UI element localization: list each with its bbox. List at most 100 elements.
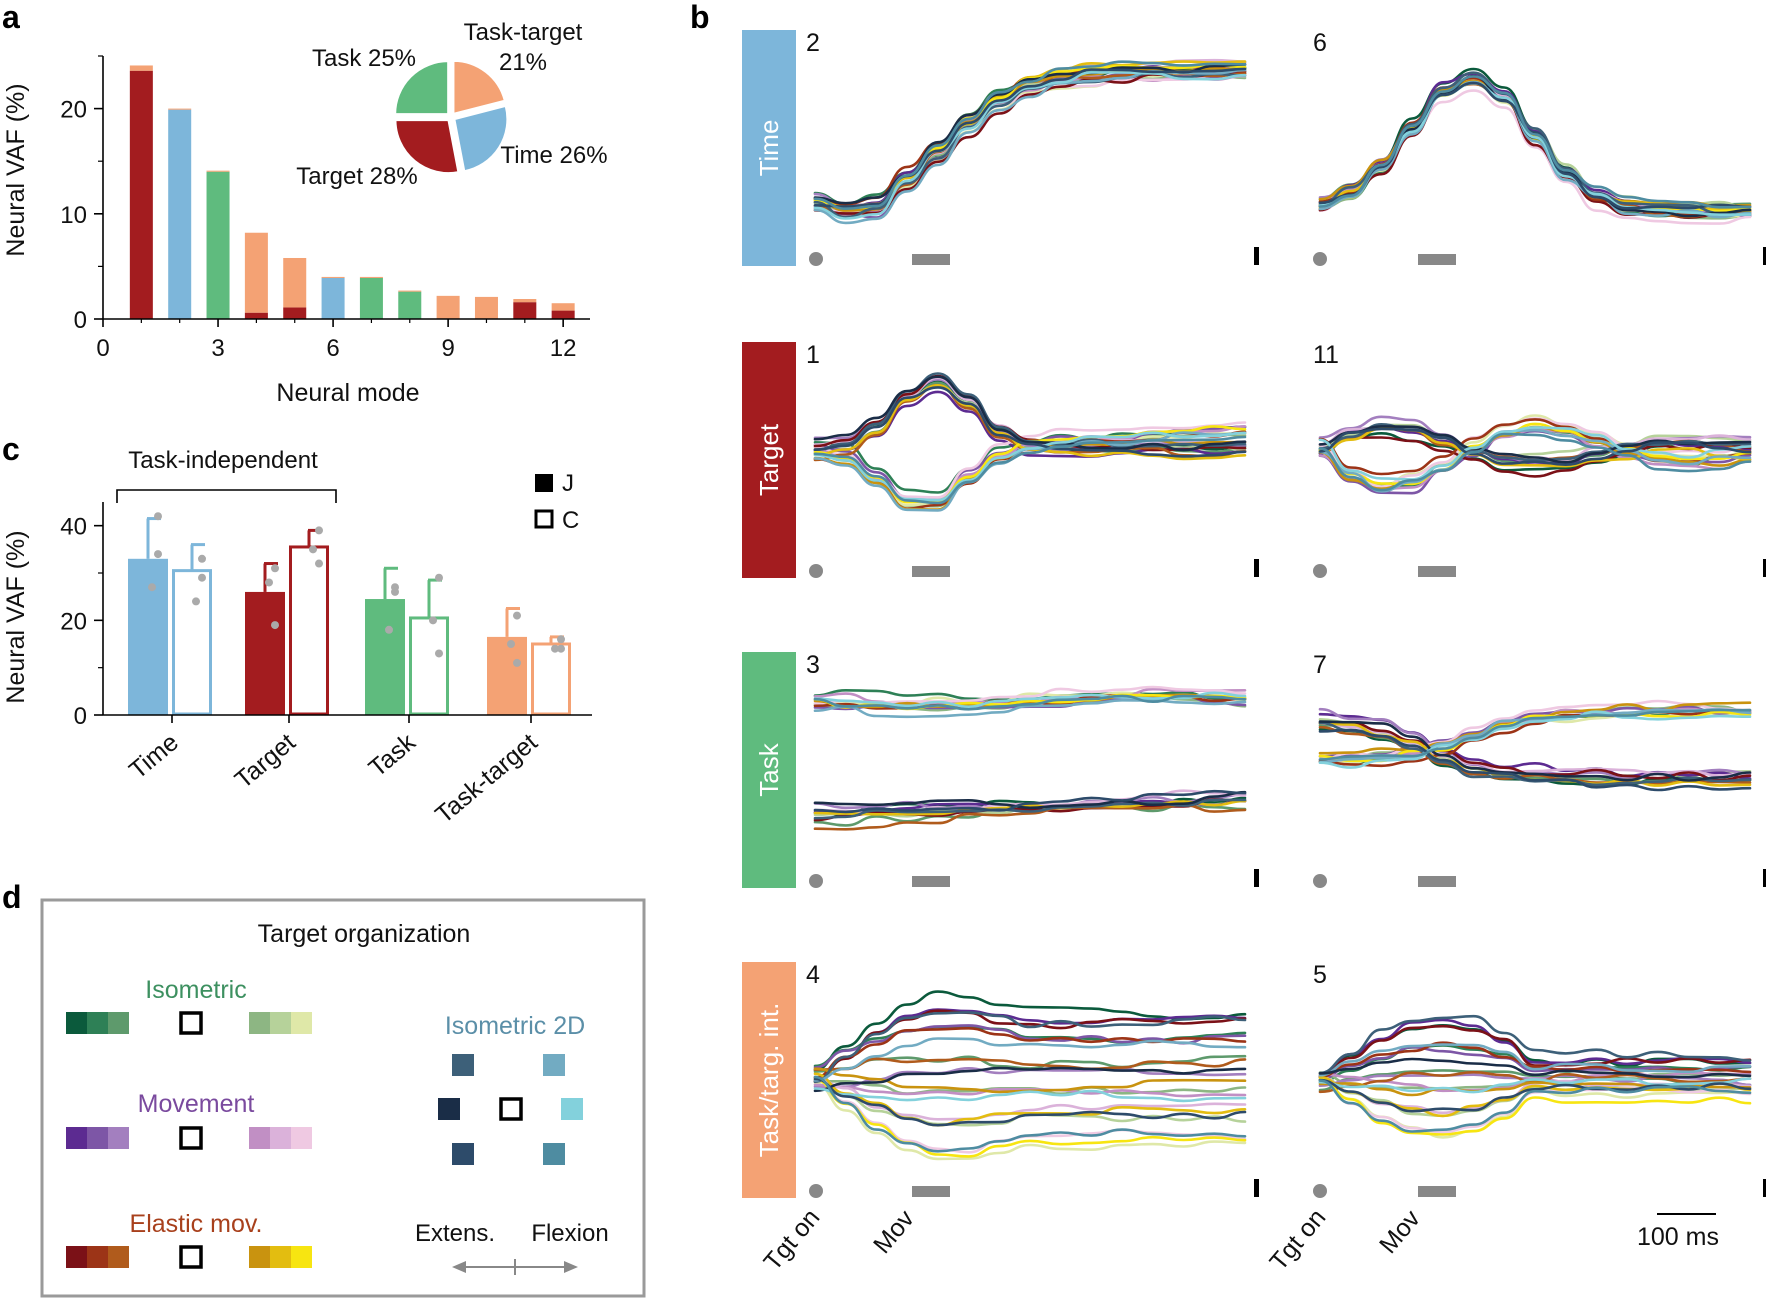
trajectory-line	[1318, 71, 1752, 216]
trajectory-line	[813, 375, 1247, 452]
data-dot	[315, 526, 323, 535]
target-square-right	[270, 1127, 291, 1149]
bar-mode-11-task-target	[513, 299, 537, 303]
bar-mode-9-task-target	[436, 295, 460, 319]
amplitude-scalebar	[1254, 1179, 1259, 1197]
row-label-text: Time	[754, 120, 784, 177]
movement-onset-marker	[1418, 1186, 1456, 1197]
target-onset-marker	[1313, 1184, 1327, 1198]
trajectory-line	[813, 431, 1247, 502]
elastic-movement-label: Elastic mov.	[130, 1210, 263, 1238]
trajectory-line	[1318, 79, 1752, 219]
target-square-left	[87, 1012, 108, 1034]
data-dot	[551, 644, 559, 653]
mode-number: 1	[806, 341, 820, 369]
c-y-tick-label: 20	[60, 608, 87, 635]
trajectory-line	[813, 1072, 1247, 1127]
bar-mode-4-task-target	[244, 232, 268, 313]
panel-a: a 0 3 6 9 12 0 10 20 Neural mode Neural VAF (%)…	[2, 0, 608, 407]
target-square-left	[87, 1127, 108, 1149]
iso2d-square	[543, 1054, 565, 1076]
iso2d-square	[452, 1143, 474, 1165]
trajectory-line	[813, 1011, 1247, 1083]
bar-task-target-c	[531, 642, 571, 716]
flexion-label: Flexion	[531, 1220, 608, 1247]
bar-mode-3-task	[206, 171, 230, 319]
target-square-right	[291, 1246, 312, 1268]
target-square-right	[291, 1012, 312, 1034]
amplitude-scalebar	[1763, 869, 1766, 887]
target-onset-marker	[1313, 564, 1327, 578]
pie-slice-2	[394, 119, 460, 175]
pie-label-time: Time 26%	[500, 142, 607, 169]
panel-b-time-axis: Tgt on Mov Tgt on Mov 100 ms	[758, 1204, 1719, 1276]
trajectory-line	[1318, 1041, 1752, 1078]
bar-mode-2-task-target	[168, 108, 192, 110]
c-y-tick-label: 40	[60, 514, 87, 541]
trajectory-line	[1318, 699, 1752, 762]
bar-mode-12-task-target	[551, 303, 575, 311]
trajectory-line	[813, 799, 1247, 816]
trajectory-line	[1318, 708, 1752, 761]
movement-onset-marker	[912, 566, 950, 577]
category-label-target: Target	[230, 728, 301, 794]
data-dot	[309, 545, 317, 554]
target-square-left	[108, 1127, 129, 1149]
trajectory-line	[813, 71, 1247, 220]
target-organization-title: Target organization	[258, 920, 471, 948]
amplitude-scalebar	[1254, 869, 1259, 887]
trajectory-line	[813, 694, 1247, 711]
extension-flexion-arrow	[452, 1259, 578, 1275]
target-onset-marker	[809, 564, 823, 578]
row-label-box	[742, 342, 796, 578]
mov-label-left: Mov	[868, 1204, 920, 1259]
bar-mode-1-target	[129, 70, 153, 319]
movement-onset-marker	[1418, 254, 1456, 265]
panel-d-label: d	[2, 879, 22, 915]
iso2d-square	[561, 1098, 583, 1120]
panel-b-label: b	[690, 0, 710, 35]
trajectory-line	[813, 435, 1247, 505]
target-square-left	[108, 1012, 129, 1034]
trajectory-line	[1318, 1077, 1752, 1094]
center-target	[179, 1245, 203, 1269]
bar-mode-6-time	[321, 277, 345, 319]
trajectory-line	[813, 789, 1247, 814]
time-scalebar-label: 100 ms	[1637, 1223, 1719, 1251]
target-square-left	[66, 1246, 87, 1268]
trajectory-line	[813, 1081, 1247, 1161]
panel-a-ylabel: Neural VAF (%)	[2, 83, 30, 256]
bar-mode-10-task-target	[474, 296, 498, 319]
bar-mode-12-target	[551, 310, 575, 319]
trajectory-line	[1318, 427, 1752, 467]
legend-j-label: J	[562, 470, 574, 497]
trajectory-line	[1318, 708, 1752, 768]
trajectory-line	[813, 1026, 1247, 1079]
iso2d-square	[543, 1143, 565, 1165]
bar-time-c	[172, 569, 212, 716]
c-y-tick-label: 0	[74, 703, 87, 730]
amplitude-scalebar	[1763, 247, 1766, 265]
row-label-box	[742, 652, 796, 888]
isometric-label: Isometric	[145, 976, 246, 1004]
bar-mode-1-task-target	[129, 65, 153, 71]
bar-mode-6-task-target	[321, 276, 345, 278]
target-square-left	[108, 1246, 129, 1268]
data-dot	[265, 578, 273, 587]
movement-onset-marker	[912, 876, 950, 887]
legend-c-label: C	[562, 507, 579, 534]
mode-number: 2	[806, 29, 820, 57]
trajectory-line	[1318, 428, 1752, 493]
trajectory-line	[1318, 1014, 1752, 1075]
tgt-on-label-right: Tgt on	[1264, 1204, 1331, 1276]
data-dot	[192, 597, 200, 606]
bar-task-target-j	[487, 636, 527, 715]
movement-onset-marker	[912, 1186, 950, 1197]
mode-number: 5	[1313, 961, 1327, 989]
data-dot	[198, 573, 206, 582]
trajectory-line	[813, 1037, 1247, 1082]
x-tick-label: 3	[211, 335, 224, 362]
target-squares	[66, 1011, 583, 1269]
